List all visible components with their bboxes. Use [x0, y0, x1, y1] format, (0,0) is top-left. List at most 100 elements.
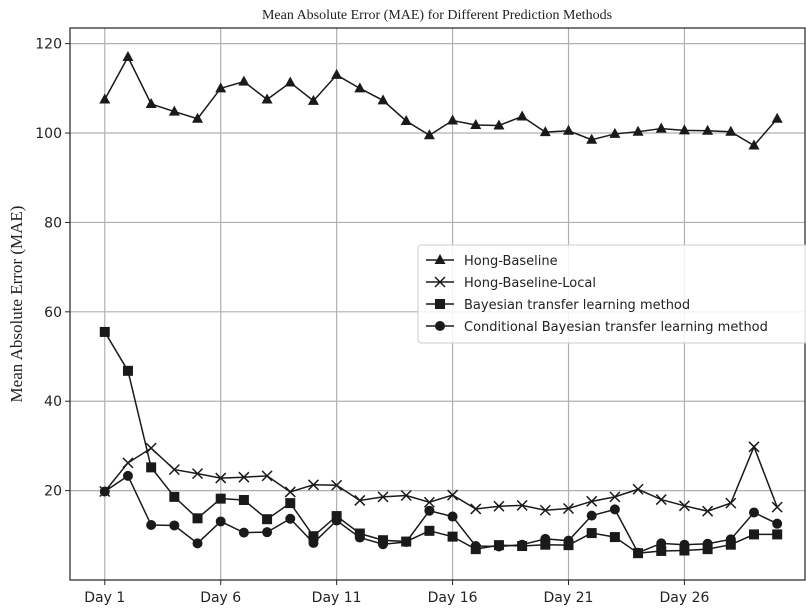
marker [539, 504, 551, 516]
marker [377, 94, 389, 105]
marker [470, 541, 481, 552]
marker [609, 504, 620, 515]
marker [99, 326, 110, 337]
marker [435, 321, 445, 331]
legend-label: Bayesian transfer learning method [464, 298, 690, 313]
y-axis-label: Mean Absolute Error (MAE) [7, 206, 26, 403]
marker [609, 127, 621, 138]
marker [748, 139, 760, 150]
series-line [104, 331, 778, 554]
x-tick-label: Day 26 [659, 590, 709, 606]
marker [493, 119, 505, 130]
marker [285, 498, 296, 509]
x-tick-label: Day 16 [428, 590, 478, 606]
marker [586, 495, 598, 507]
marker [169, 520, 180, 531]
marker [586, 133, 598, 144]
marker [424, 525, 435, 536]
marker [354, 494, 366, 506]
marker [423, 129, 435, 140]
marker [678, 500, 690, 512]
marker [308, 537, 319, 548]
marker [99, 93, 111, 104]
marker [586, 528, 597, 539]
x-tick-label: Day 1 [84, 590, 125, 606]
marker [725, 497, 737, 509]
marker [725, 539, 736, 550]
marker [401, 537, 412, 548]
marker [656, 545, 667, 556]
marker [378, 539, 389, 550]
marker [146, 462, 157, 473]
marker [238, 494, 249, 505]
marker [400, 114, 412, 125]
legend-label: Conditional Bayesian transfer learning m… [464, 320, 768, 335]
marker [377, 491, 389, 503]
marker [470, 503, 482, 515]
marker [771, 501, 783, 513]
marker [238, 75, 250, 86]
marker [493, 500, 505, 512]
series-line [104, 55, 778, 147]
marker [562, 502, 575, 515]
marker [215, 493, 226, 504]
marker [632, 483, 644, 495]
marker [434, 276, 446, 288]
marker [308, 531, 319, 542]
marker [261, 93, 273, 104]
marker [702, 124, 714, 135]
marker [168, 105, 180, 116]
marker [331, 479, 343, 491]
marker [215, 516, 226, 527]
marker [331, 68, 343, 79]
marker [748, 441, 760, 453]
marker [655, 494, 667, 506]
y-tick-label: 20 [44, 484, 62, 500]
marker [122, 470, 133, 481]
marker [307, 94, 319, 105]
marker [633, 547, 644, 558]
marker [702, 538, 713, 549]
marker [609, 532, 620, 543]
marker [609, 491, 621, 503]
marker [725, 125, 737, 136]
marker [516, 110, 528, 121]
marker [285, 513, 296, 524]
marker [632, 125, 644, 136]
marker [146, 520, 157, 531]
marker [447, 489, 459, 501]
marker [679, 539, 690, 550]
marker [447, 531, 458, 542]
marker [145, 97, 157, 108]
y-tick-label: 60 [44, 305, 62, 321]
marker [262, 514, 273, 525]
marker [748, 507, 759, 518]
series-line [104, 444, 778, 512]
marker [424, 505, 435, 516]
marker [423, 496, 435, 508]
legend-label: Hong-Baseline [464, 254, 558, 269]
marker [678, 124, 690, 135]
marker [435, 299, 445, 309]
marker [215, 82, 227, 93]
marker [191, 468, 204, 480]
marker [493, 541, 504, 552]
marker [679, 545, 690, 556]
marker [99, 486, 110, 497]
marker [192, 538, 203, 549]
legend: Hong-Baseline Hong-Baseline-Local Bayesian… [417, 244, 806, 344]
marker [447, 114, 459, 125]
marker [771, 112, 783, 123]
marker [400, 489, 412, 502]
chart-title: Mean Absolute Error (MAE) for Different … [262, 8, 612, 23]
marker [748, 529, 759, 540]
marker [540, 539, 551, 550]
marker [307, 479, 319, 491]
marker [655, 122, 667, 133]
marker [284, 486, 296, 498]
marker [772, 529, 783, 540]
legend-box [417, 244, 806, 344]
marker [122, 457, 134, 469]
marker [772, 518, 783, 529]
